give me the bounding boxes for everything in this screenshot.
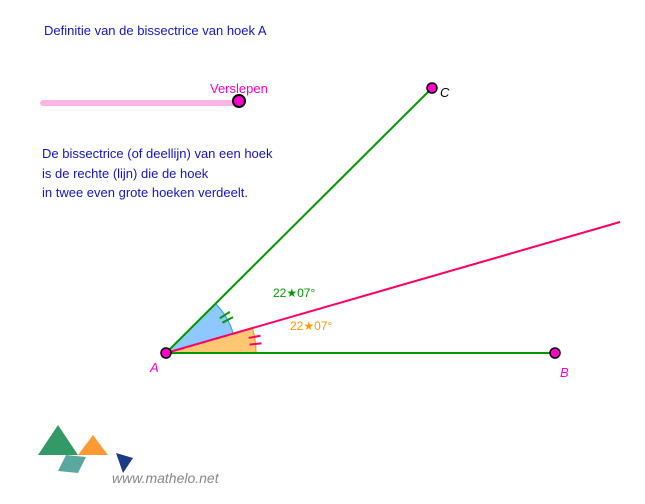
angle-lower-label: 22★07°	[290, 319, 332, 333]
angle-upper-label: 22★07°	[273, 286, 315, 300]
point-label-c: C	[440, 85, 449, 100]
website-url: www.mathelo.net	[112, 470, 219, 486]
point-label-a: A	[150, 360, 159, 375]
point-label-b: B	[560, 365, 569, 380]
